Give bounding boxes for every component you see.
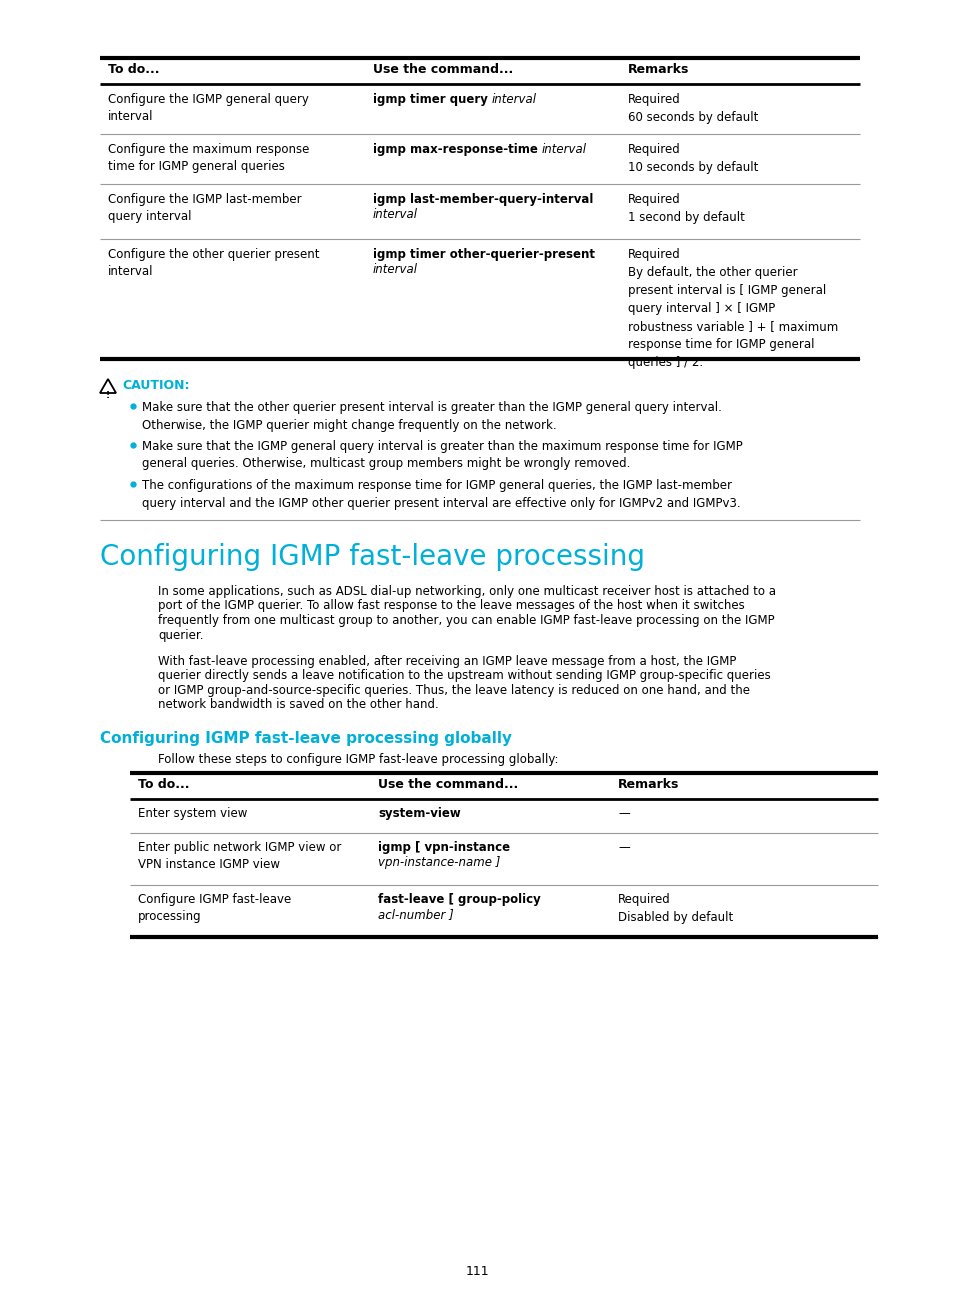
Text: Enter system view: Enter system view [138,807,247,820]
Text: interval: interval [373,207,417,222]
Text: Configure IGMP fast-leave
processing: Configure IGMP fast-leave processing [138,893,291,923]
Text: interval: interval [541,143,586,156]
Text: Make sure that the other querier present interval is greater than the IGMP gener: Make sure that the other querier present… [142,400,721,432]
Text: Configuring IGMP fast-leave processing globally: Configuring IGMP fast-leave processing g… [100,731,512,746]
Text: Configure the IGMP general query
interval: Configure the IGMP general query interva… [108,93,309,123]
Text: vpn-instance-name ]: vpn-instance-name ] [377,855,500,870]
Text: —: — [618,841,629,854]
Text: Required
10 seconds by default: Required 10 seconds by default [627,143,758,174]
Text: !: ! [106,391,110,400]
Text: Configuring IGMP fast-leave processing: Configuring IGMP fast-leave processing [100,543,644,572]
Text: querier directly sends a leave notification to the upstream without sending IGMP: querier directly sends a leave notificat… [158,670,770,683]
Text: igmp max-response-time: igmp max-response-time [373,143,541,156]
Text: igmp last-member-query-interval: igmp last-member-query-interval [373,193,593,206]
Text: Required
1 second by default: Required 1 second by default [627,193,744,224]
Text: Configure the other querier present
interval: Configure the other querier present inte… [108,248,319,279]
Text: interval: interval [492,93,537,106]
Text: Configure the IGMP last-member
query interval: Configure the IGMP last-member query int… [108,193,301,223]
Text: With fast-leave processing enabled, after receiving an IGMP leave message from a: With fast-leave processing enabled, afte… [158,654,736,667]
Text: or IGMP group-and-source-specific queries. Thus, the leave latency is reduced on: or IGMP group-and-source-specific querie… [158,684,749,697]
Text: Required
By default, the other querier
present interval is [ IGMP general
query : Required By default, the other querier p… [627,248,838,369]
Text: Make sure that the IGMP general query interval is greater than the maximum respo: Make sure that the IGMP general query in… [142,441,742,470]
Text: Remarks: Remarks [618,778,679,791]
Text: In some applications, such as ADSL dial-up networking, only one multicast receiv: In some applications, such as ADSL dial-… [158,584,775,597]
Text: CAUTION:: CAUTION: [122,378,190,391]
Text: frequently from one multicast group to another, you can enable IGMP fast-leave p: frequently from one multicast group to a… [158,614,774,627]
Text: The configurations of the maximum response time for IGMP general queries, the IG: The configurations of the maximum respon… [142,480,740,509]
Text: —: — [618,807,629,820]
Text: Remarks: Remarks [627,64,689,76]
Text: igmp timer other-querier-present: igmp timer other-querier-present [373,248,595,260]
Text: Required
Disabled by default: Required Disabled by default [618,893,733,924]
Text: interval: interval [373,263,417,276]
Text: To do...: To do... [138,778,190,791]
Text: Follow these steps to configure IGMP fast-leave processing globally:: Follow these steps to configure IGMP fas… [158,753,558,766]
Text: Use the command...: Use the command... [373,64,513,76]
Text: system-view: system-view [377,807,460,820]
Text: igmp timer query: igmp timer query [373,93,492,106]
Text: fast-leave [ group-policy: fast-leave [ group-policy [377,893,540,906]
Text: igmp [ vpn-instance: igmp [ vpn-instance [377,841,510,854]
Text: port of the IGMP querier. To allow fast response to the leave messages of the ho: port of the IGMP querier. To allow fast … [158,600,744,613]
Text: acl-number ]: acl-number ] [377,908,454,921]
Text: Required
60 seconds by default: Required 60 seconds by default [627,93,758,124]
Text: network bandwidth is saved on the other hand.: network bandwidth is saved on the other … [158,699,438,712]
Text: Use the command...: Use the command... [377,778,517,791]
Text: To do...: To do... [108,64,159,76]
Text: Configure the maximum response
time for IGMP general queries: Configure the maximum response time for … [108,143,309,172]
Text: 111: 111 [465,1265,488,1278]
Text: querier.: querier. [158,629,203,642]
Text: Enter public network IGMP view or
VPN instance IGMP view: Enter public network IGMP view or VPN in… [138,841,341,871]
